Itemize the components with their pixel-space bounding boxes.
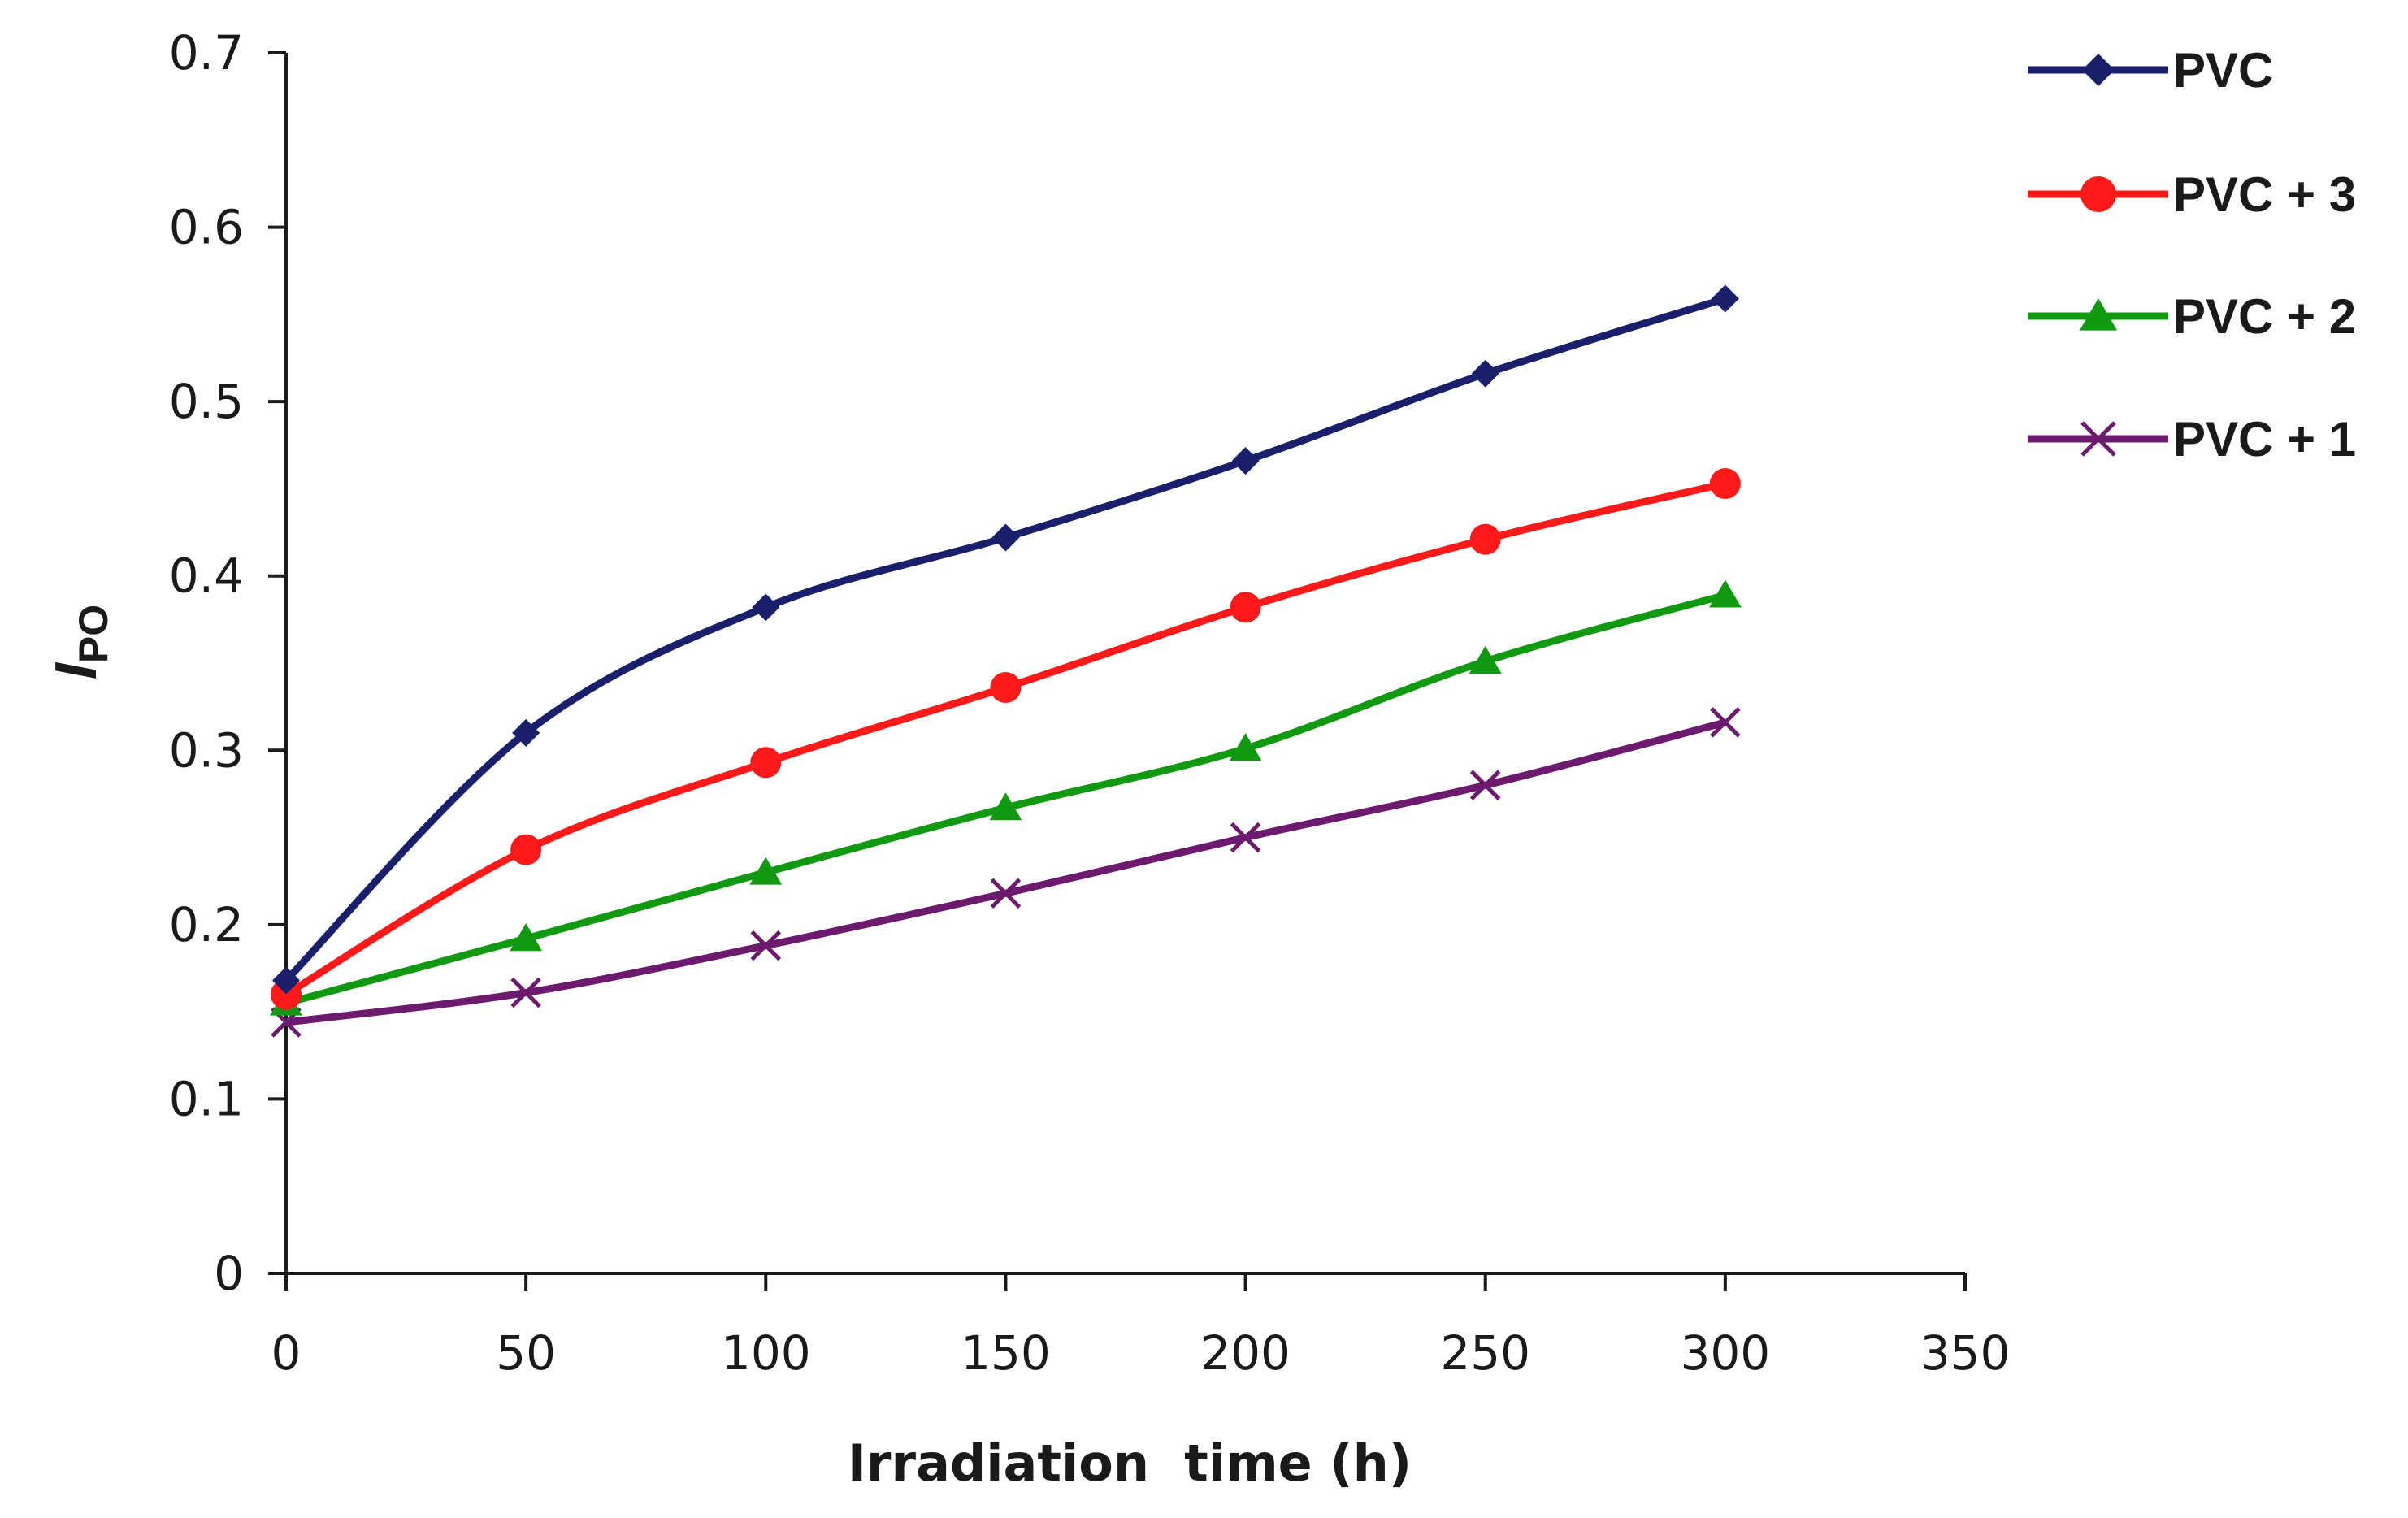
series-pvc-1	[271, 707, 1741, 1038]
data-point	[750, 747, 782, 779]
y-axis-title-subscript: PO	[71, 605, 116, 663]
series-line	[283, 295, 1727, 983]
data-point-stroke	[510, 977, 541, 1008]
data-point	[271, 978, 302, 1010]
data-point	[1229, 733, 1262, 761]
x-tick-label: 350	[1920, 1325, 2011, 1381]
data-point	[990, 672, 1022, 704]
y-tick-label: 0.4	[169, 549, 244, 604]
data-point	[510, 977, 541, 1008]
legend-marker	[2080, 176, 2116, 212]
data-point	[1708, 579, 1742, 608]
series-line	[284, 479, 1726, 998]
svg-text:IPO: IPO	[44, 605, 116, 679]
data-point	[1469, 645, 1502, 674]
data-point	[1471, 359, 1499, 388]
x-tick-label: 100	[721, 1325, 811, 1381]
x-tick-label: 50	[496, 1325, 556, 1381]
y-axis-title-main: I	[44, 661, 109, 679]
x-tick-label: 250	[1440, 1325, 1530, 1381]
series-pvc	[272, 284, 1739, 995]
legend-label: PVC	[2173, 43, 2273, 98]
x-tick-label: 200	[1200, 1325, 1291, 1381]
legend-item: PVC	[2028, 43, 2273, 98]
data-point-stroke	[1469, 770, 1501, 800]
data-point	[1710, 707, 1741, 738]
series-pvc-2	[270, 579, 1742, 1016]
data-point	[512, 718, 540, 747]
legend-item: PVC + 3	[2028, 167, 2356, 222]
data-point-stroke	[1230, 822, 1261, 853]
x-axis-title: Irradiation time (h)	[848, 1433, 1412, 1493]
y-tick-label: 0.1	[169, 1071, 244, 1126]
data-point	[749, 857, 783, 885]
y-tick-label: 0.6	[169, 200, 244, 255]
y-tick-label: 0	[214, 1246, 244, 1301]
series-line	[285, 718, 1726, 1026]
legend-label: PVC + 1	[2173, 412, 2356, 466]
data-point	[991, 523, 1020, 552]
data-point	[1711, 284, 1739, 313]
x-axis: 0 50 100 150 200 250 300 350	[271, 1272, 2011, 1381]
legend-marker	[2079, 298, 2118, 331]
data-point	[990, 878, 1022, 909]
data-point-stroke	[750, 930, 782, 961]
x-tick-label: 150	[961, 1325, 1051, 1381]
y-tick-label: 0.7	[169, 25, 244, 80]
data-point	[1469, 770, 1501, 800]
data-point	[510, 923, 543, 952]
legend-marker-stroke	[2080, 421, 2116, 457]
legend: PVC PVC + 3 PVC + 2 PVC + 1	[2028, 43, 2356, 466]
data-point	[750, 930, 782, 961]
x-tick-label: 300	[1680, 1325, 1770, 1381]
data-point-stroke	[990, 878, 1022, 909]
data-point	[1469, 523, 1501, 555]
x-tick-label: 0	[271, 1325, 302, 1381]
data-point	[752, 593, 780, 622]
data-point	[272, 966, 300, 995]
legend-marker	[2080, 421, 2116, 457]
y-tick-label: 0.5	[169, 374, 244, 429]
data-point-stroke	[1710, 707, 1741, 738]
y-axis: 0 0.1 0.2 0.3 0.4 0.5 0.6 0.7	[169, 25, 288, 1301]
data-point	[1709, 467, 1741, 499]
y-tick-label: 0.2	[169, 897, 244, 952]
data-point	[989, 792, 1022, 821]
data-point	[1230, 592, 1261, 623]
legend-marker	[2082, 54, 2115, 86]
data-point	[1231, 447, 1260, 475]
data-point	[510, 834, 542, 865]
data-point	[1230, 822, 1261, 853]
legend-label: PVC + 2	[2173, 289, 2356, 344]
y-tick-label: 0.3	[169, 722, 244, 778]
series-pvc-3	[271, 467, 1741, 1010]
legend-item: PVC + 1	[2028, 412, 2356, 466]
y-axis-title: IPO	[44, 605, 116, 679]
series-lines	[270, 284, 1742, 1038]
legend-item: PVC + 2	[2028, 289, 2356, 344]
legend-label: PVC + 3	[2173, 167, 2356, 222]
